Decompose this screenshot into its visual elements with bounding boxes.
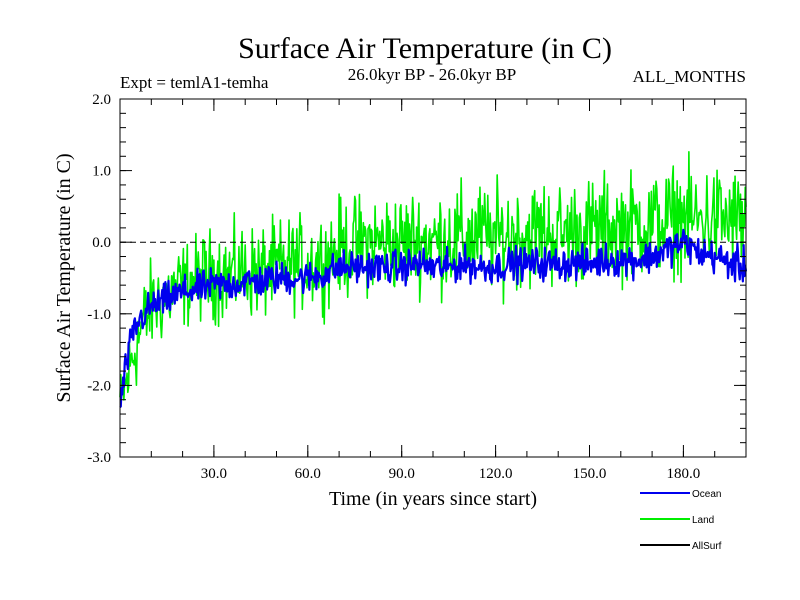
months-label: ALL_MONTHS bbox=[633, 67, 746, 86]
y-tick-label: 2.0 bbox=[92, 92, 111, 108]
x-tick-label: 150.0 bbox=[573, 466, 607, 482]
x-tick-label: 180.0 bbox=[667, 466, 701, 482]
y-tick-label: 1.0 bbox=[92, 164, 111, 180]
legend: Ocean Land AllSurf bbox=[640, 489, 722, 552]
y-tick-label: -1.0 bbox=[87, 307, 111, 323]
legend-label-ocean: Ocean bbox=[692, 489, 721, 500]
axes: 30.0 60.0 90.0 120.0 150.0 180.0 -3.0 -2.0 -1.0 0… bbox=[87, 92, 747, 482]
legend-label-land: Land bbox=[692, 515, 714, 526]
y-tick-label: -3.0 bbox=[87, 450, 111, 466]
x-tick-label: 90.0 bbox=[389, 466, 415, 482]
y-axis-label: Surface Air Temperature (in C) bbox=[53, 153, 75, 402]
y-tick-label: 0.0 bbox=[92, 235, 111, 251]
x-tick-label: 30.0 bbox=[201, 466, 227, 482]
y-tick-label: -2.0 bbox=[87, 378, 111, 394]
chart-title: Surface Air Temperature (in C) bbox=[238, 32, 612, 65]
x-tick-label: 60.0 bbox=[295, 466, 321, 482]
experiment-label: Expt = temlA1-temha bbox=[120, 73, 269, 92]
legend-label-allsurf: AllSurf bbox=[692, 541, 722, 552]
series-line-ocean bbox=[119, 228, 748, 408]
plot-area bbox=[119, 150, 748, 408]
period-label: 26.0kyr BP - 26.0kyr BP bbox=[348, 65, 516, 84]
x-tick-label: 120.0 bbox=[479, 466, 513, 482]
x-axis-label: Time (in years since start) bbox=[329, 488, 537, 510]
